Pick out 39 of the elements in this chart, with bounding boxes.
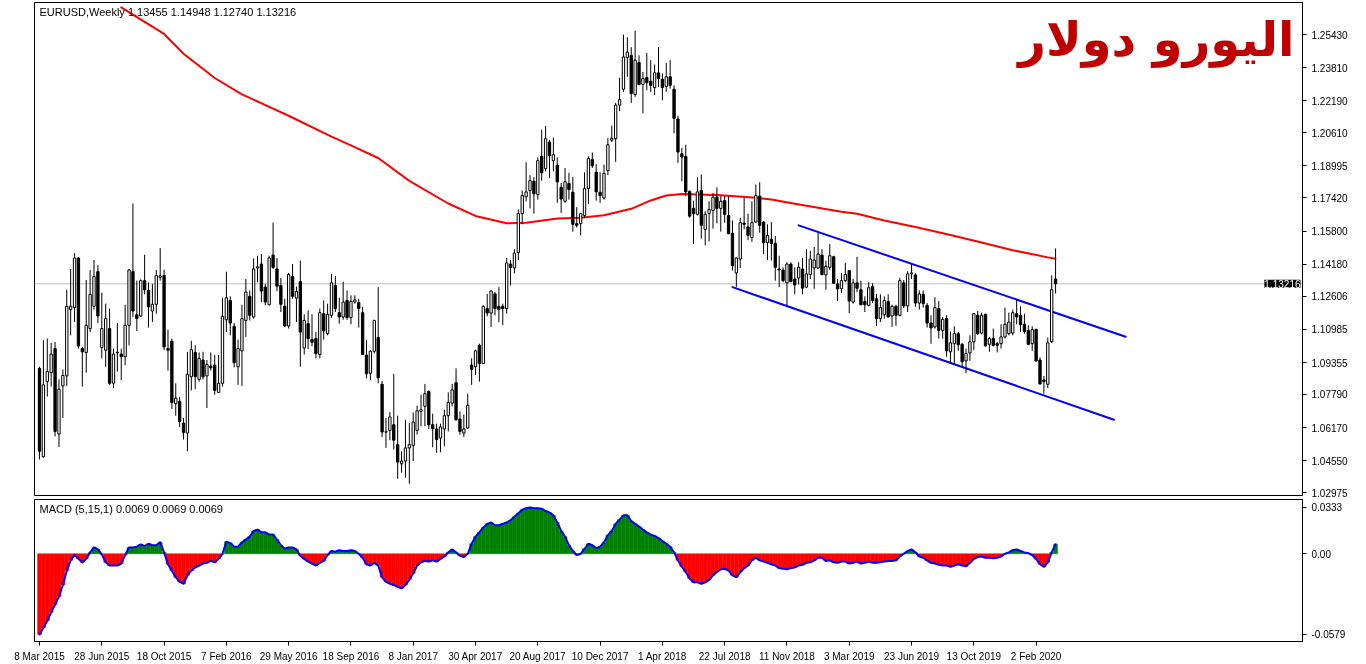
y-tick-label: 1.09355: [1311, 357, 1349, 369]
chart-title: اليورو دولار: [1016, 10, 1295, 68]
x-tick-label: 28 Jun 2015: [74, 650, 130, 662]
x-tick-label: 3 Mar 2019: [823, 650, 875, 662]
x-tick-label: 1 Apr 2018: [637, 650, 687, 662]
x-tick-label: 18 Oct 2015: [136, 650, 192, 662]
x-tick-label: 23 Jun 2019: [884, 650, 940, 662]
y-tick-label: 0.00: [1311, 548, 1332, 560]
y-tick-label: 1.17420: [1311, 192, 1349, 204]
y-tick-label: 1.10985: [1311, 324, 1349, 336]
x-tick-label: 30 Apr 2017: [448, 650, 503, 662]
y-tick-label: 1.25430: [1311, 29, 1349, 41]
chart-subtitle: MACD (5,15,1) 0.0069 0.0069 0.0069: [39, 502, 223, 515]
ref-line-label: 1.13216: [1264, 278, 1301, 290]
y-tick-label: 1.20610: [1311, 127, 1349, 139]
y-tick-label: 1.23810: [1311, 62, 1349, 74]
y-tick-label: 1.07790: [1311, 389, 1349, 401]
x-tick-label: 13 Oct 2019: [946, 650, 1002, 662]
x-tick-label: 2 Feb 2020: [1010, 650, 1062, 662]
y-tick-label: 1.15800: [1311, 226, 1349, 238]
x-tick-label: 18 Sep 2016: [322, 650, 380, 662]
y-tick-label: 1.04550: [1311, 455, 1349, 467]
x-tick-label: 8 Mar 2015: [14, 650, 66, 662]
y-tick-label: 1.06170: [1311, 422, 1349, 434]
y-tick-label: 1.14180: [1311, 259, 1349, 271]
chart-subtitle: EURUSD,Weekly 1.13455 1.14948 1.12740 1.13216: [39, 5, 297, 18]
y-tick-label: -0.0579: [1311, 629, 1346, 641]
x-tick-label: 8 Jan 2017: [388, 650, 439, 662]
x-tick-label: 29 May 2016: [259, 650, 318, 662]
x-tick-label: 7 Feb 2016: [201, 650, 253, 662]
y-tick-label: 0.0333: [1311, 502, 1343, 514]
x-tick-label: 22 Jul 2018: [698, 650, 751, 662]
y-tick-label: 1.18995: [1311, 160, 1349, 172]
y-tick-label: 1.22190: [1311, 95, 1349, 107]
x-tick-label: 10 Dec 2017: [571, 650, 629, 662]
x-tick-label: 20 Aug 2017: [509, 650, 567, 662]
x-tick-label: 11 Nov 2018: [758, 650, 816, 662]
y-tick-label: 1.02975: [1311, 487, 1349, 499]
y-tick-label: 1.12606: [1311, 291, 1349, 303]
